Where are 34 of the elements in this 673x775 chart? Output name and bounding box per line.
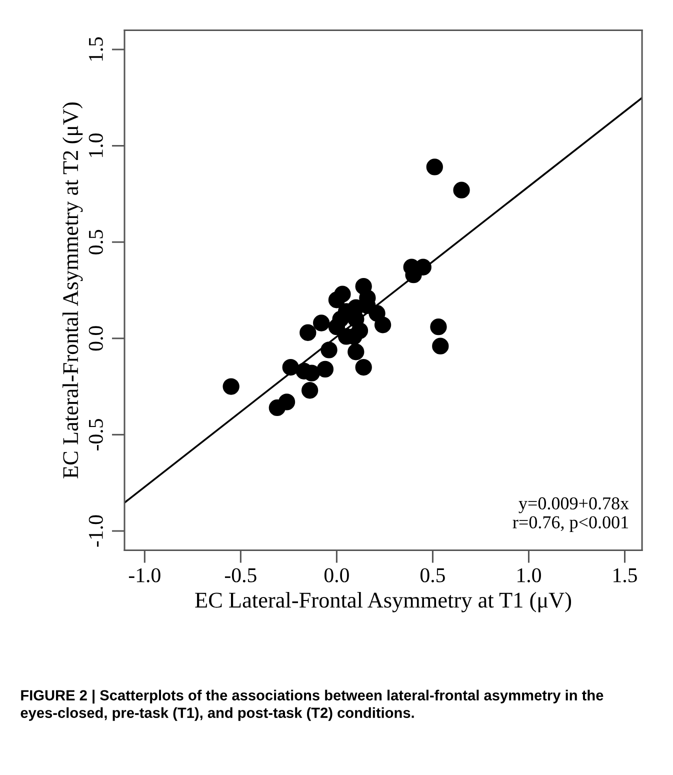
point: [432, 338, 449, 354]
point: [282, 358, 299, 376]
x-tick-label: 1.5: [614, 568, 637, 582]
point: [426, 158, 443, 176]
x-tick-label: -1.0: [128, 568, 160, 582]
point: [313, 314, 330, 332]
x-tick-label: -0.5: [224, 568, 256, 582]
point: [374, 316, 392, 334]
y-tick-label: 0.0: [88, 326, 104, 351]
point: [320, 342, 338, 358]
point: [348, 344, 364, 360]
point: [355, 358, 372, 376]
y-tick-label: -1.0: [88, 515, 104, 547]
y-tick-label: 1.0: [88, 134, 104, 157]
y-tick-label: 1.5: [88, 37, 104, 61]
x-tick-label: 1.0: [518, 568, 541, 582]
y-tick-label: -0.5: [88, 419, 104, 450]
x-tick-label: 0.0: [324, 568, 349, 582]
point: [300, 324, 316, 341]
x-tick-label: 0.5: [420, 568, 445, 582]
caption: FIGURE 2 | Scatterplots of the associations between lateral-frontal asymmetry in the eyes-closed, pre-task (T1), and post-task (T2) conditions.: [20, 690, 604, 721]
point: [301, 382, 318, 399]
point: [222, 378, 240, 395]
x-axis-title: EC Lateral-Frontal Asymmetry at T1 (μV): [195, 592, 572, 612]
point: [453, 182, 470, 198]
point: [316, 360, 334, 378]
point: [355, 278, 372, 295]
y-tick-label: 0.5: [88, 230, 104, 254]
point: [334, 286, 351, 302]
point: [332, 310, 349, 328]
point: [430, 318, 447, 336]
point: [278, 394, 296, 410]
y-axis-title: EC Lateral-Frontal Asymmetry at T2 (μV): [62, 102, 83, 478]
annotation: y=0.009+0.78x r=0.76, p<0.001: [512, 497, 629, 532]
